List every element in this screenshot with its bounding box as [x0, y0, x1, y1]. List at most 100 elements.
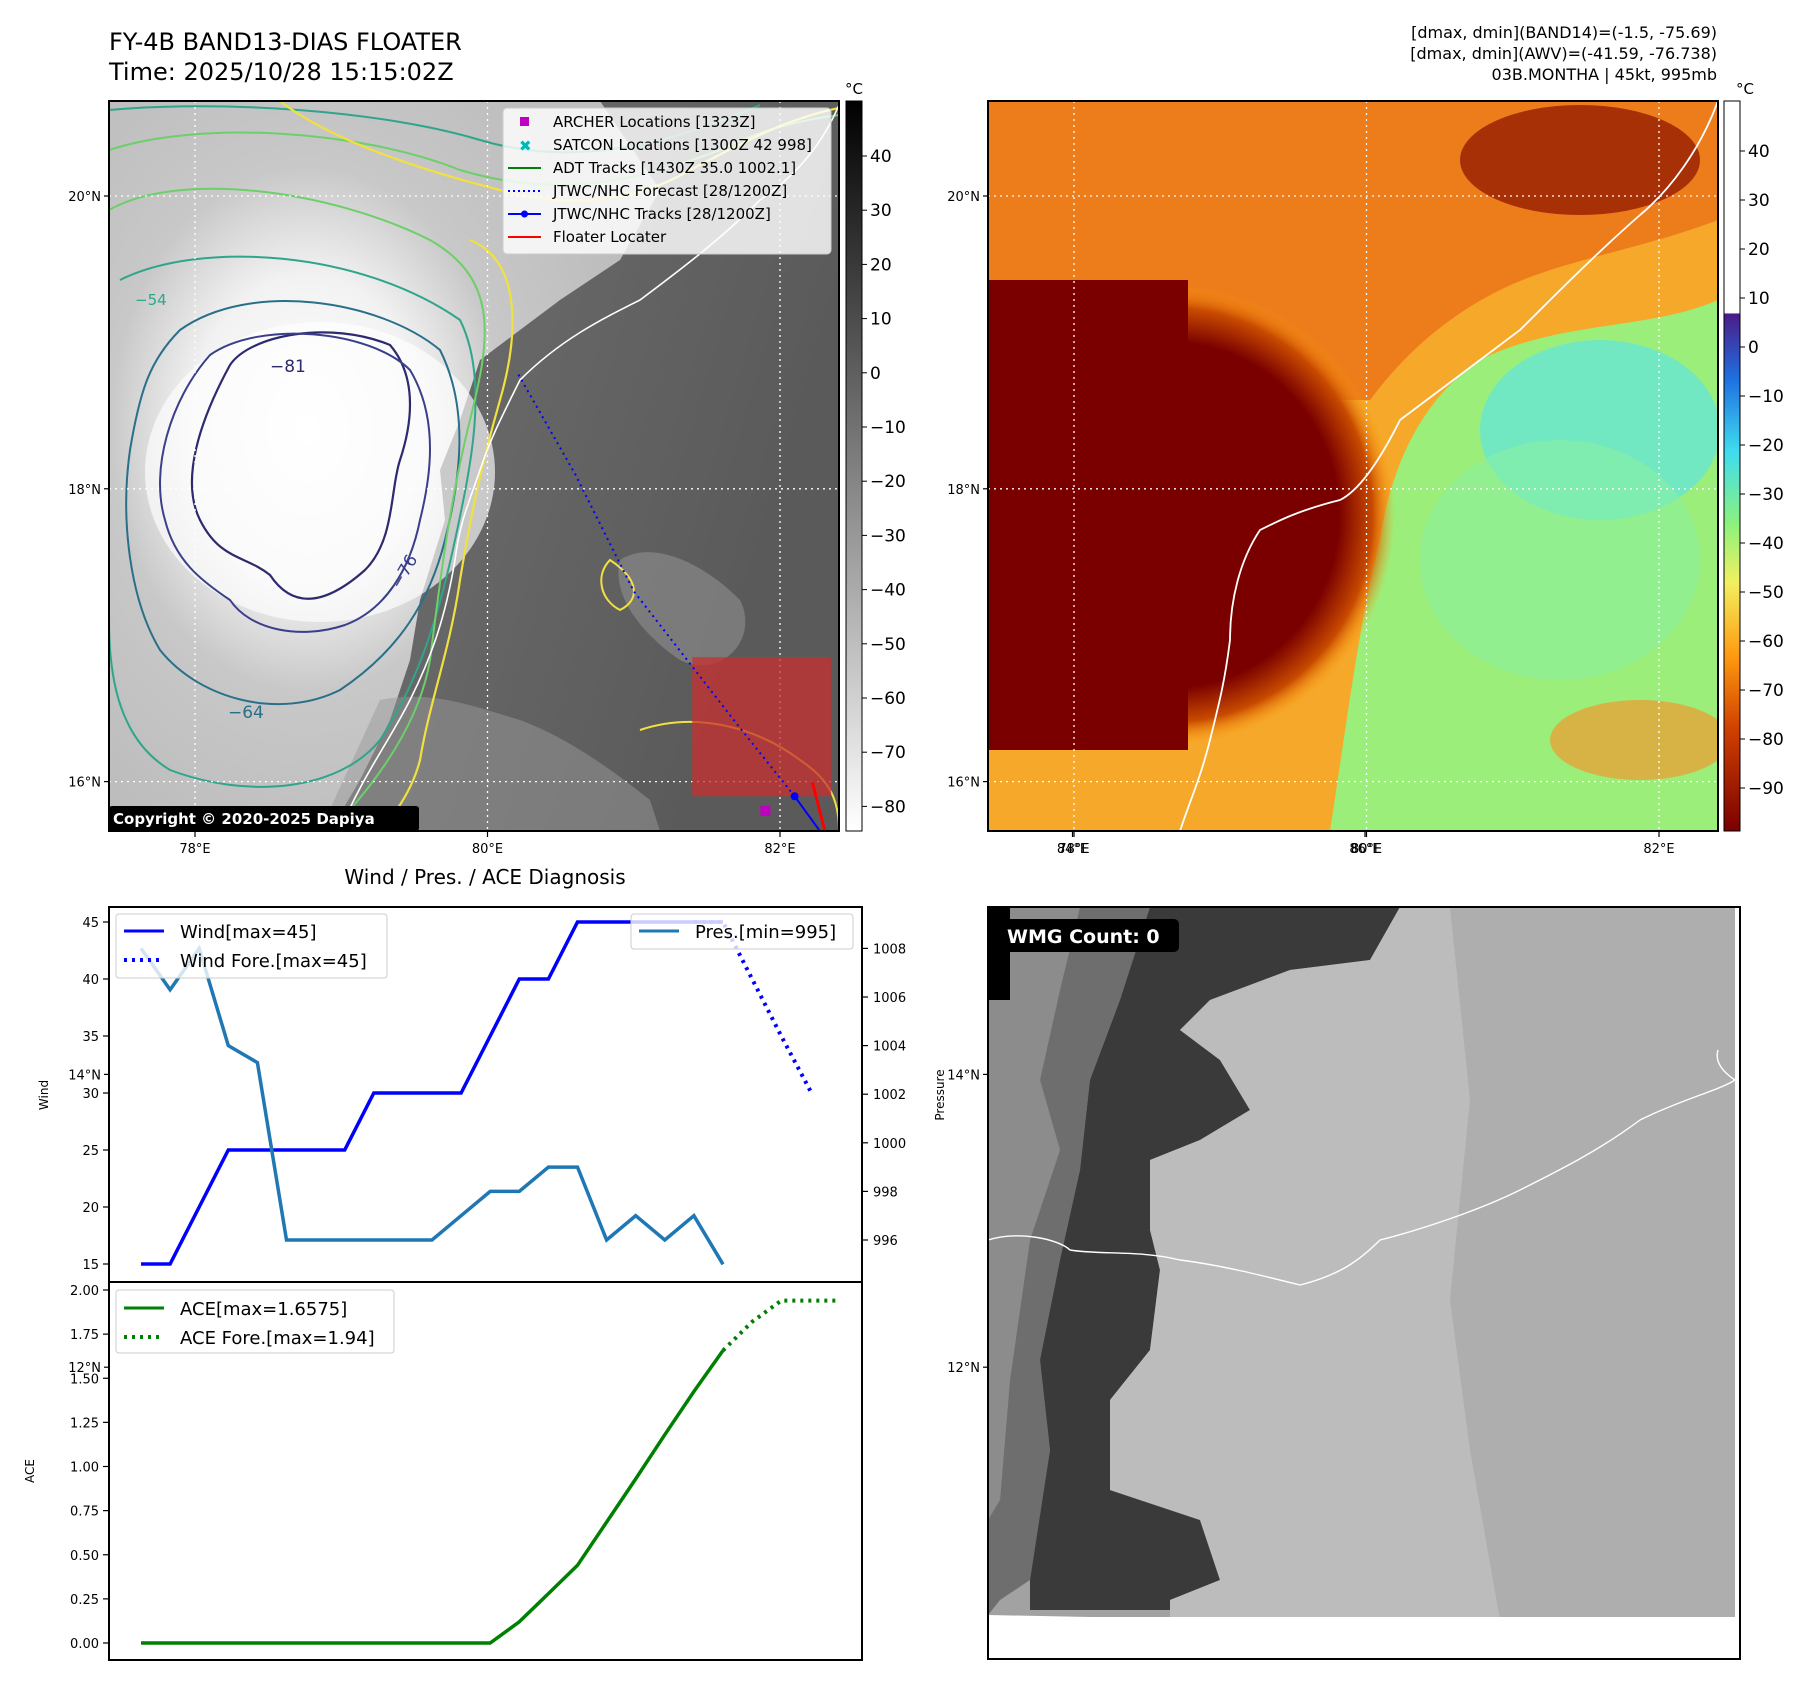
- ir-map-panel: ✖✖✖✖✖✖ −81 −76 −64 −54 Copyright © 2020-…: [68, 100, 1381, 1376]
- colorbar-tick-label: −80: [870, 797, 906, 817]
- lat-tick-label: 16°N: [68, 776, 101, 791]
- lat-tick-label: 20°N: [947, 190, 980, 205]
- lon-tick-label: 82°E: [764, 842, 795, 857]
- awv-north-moist: [1460, 105, 1700, 215]
- wind-y-tick-label: 15: [82, 1258, 99, 1273]
- colorbar-tick-label: 0: [870, 364, 881, 384]
- colorbar-tick-label: 30: [1748, 191, 1770, 211]
- ir-colorbar-bar: [845, 100, 863, 832]
- ace-y-tick-label: 1.00: [70, 1461, 99, 1476]
- wmg-band-mid: [988, 907, 1150, 1615]
- lon-tick-label: 84°E: [1057, 842, 1088, 857]
- colorbar-tick-label: −60: [870, 689, 906, 709]
- pressure-y-tick-label: 1002: [873, 1088, 906, 1103]
- awv-colorbar: °C 40 30 20 10 0 −10 −20 −30 −40 −50 −60 −70 −80 −90: [1723, 80, 1784, 832]
- contour-label-64: −64: [228, 703, 264, 723]
- copyright-box: [109, 806, 419, 831]
- pressure-legend-box: [630, 913, 854, 950]
- colorbar-tick-label: 40: [1748, 142, 1770, 162]
- ir-cold-core: [145, 322, 495, 622]
- map-legend: ARCHER Locations [1323Z] ✖ SATCON Locati…: [502, 107, 832, 255]
- wmg-band-east: [1450, 907, 1735, 1630]
- lat-tick-label: 14°N: [68, 1068, 101, 1083]
- wind-pressure-chart: 15 20 25 30 35 40 45 996 998 1000 1002 1004 1006 100…: [37, 906, 947, 1283]
- coastline-awv: [1179, 101, 1718, 831]
- wind-y-tick-label: 45: [82, 916, 99, 931]
- ir-map-ticks: 78°E 80°E 82°E 84°E 86°E 20°N 18°N 16°N 14°N 12°N: [68, 190, 1380, 1376]
- legend-box: [502, 107, 832, 255]
- contour-minus64: [125, 300, 461, 706]
- info-band14: [dmax, dmin](BAND14)=(-1.5, -75.69): [1411, 23, 1717, 42]
- legend-track-label: JTWC/NHC Tracks [28/1200Z]: [552, 205, 771, 223]
- lat-tick-label: 18°N: [947, 483, 980, 498]
- colorbar-tick-label: −80: [1748, 730, 1784, 750]
- jtwc-track-point: [908, 968, 916, 976]
- colorbar-tick-label: 10: [870, 310, 892, 330]
- ace-y-tick-label: 0.75: [70, 1505, 99, 1520]
- wmg-bottom-blank: [988, 1617, 1740, 1659]
- colorbar-tick-label: −40: [870, 581, 906, 601]
- contour-minus54: [109, 255, 477, 788]
- legend-forecast-label: JTWC/NHC Forecast [28/1200Z]: [552, 182, 787, 200]
- awv-dry-green: [1420, 440, 1700, 680]
- ace-legend-box: [115, 1289, 395, 1354]
- wind-forecast-series-line: [693, 920, 813, 1092]
- colorbar-tick-label: −70: [870, 743, 906, 763]
- pressure-y-tick-label: 998: [873, 1185, 898, 1200]
- wind-y-tick-label: 35: [82, 1030, 99, 1045]
- legend-floater-label: Floater Locater: [553, 228, 667, 246]
- lon-tick-label: 78°E: [1058, 842, 1089, 857]
- legend-track-dot: [521, 210, 528, 218]
- colorbar-tick-label: −70: [1748, 681, 1784, 701]
- colorbar-tick-label: −10: [870, 418, 906, 438]
- colorbar-tick-label: −10: [1748, 387, 1784, 407]
- ace-series-layer: [141, 1298, 840, 1645]
- wind-fore-legend-label: Wind Fore.[max=45]: [180, 951, 367, 972]
- colorbar-tick-label: 20: [1748, 240, 1770, 260]
- awv-colorbar-unit: °C: [1736, 80, 1754, 98]
- wmg-panel: WMG Count: 0: [987, 906, 1741, 1660]
- wmg-frame: [987, 906, 1741, 1660]
- colorbar-tick-label: 10: [1748, 289, 1770, 309]
- ace-plot-frame: [108, 1281, 863, 1661]
- colorbar-tick-label: 0: [1748, 338, 1759, 358]
- awv-map-frame: [987, 100, 1719, 832]
- lon-tick-label: 78°E: [179, 842, 210, 857]
- diagnosis-title: Wind / Pres. / ACE Diagnosis: [344, 865, 625, 889]
- coastline-wmg: [988, 1049, 1737, 1286]
- lat-tick-label: 16°N: [947, 776, 980, 791]
- ace-y-tick-label: 0.50: [70, 1549, 99, 1564]
- wind-axis-label: Wind: [37, 1080, 51, 1110]
- awv-map-panel: 78°E 80°E 82°E 84°E 86°E 20°N 18°N 16°N 14°N 12°N: [947, 100, 1719, 1376]
- floater-box: [692, 657, 832, 797]
- colorbar-tick-label: 20: [870, 255, 892, 275]
- archer-points: [760, 805, 917, 933]
- wind-y-tick-label: 30: [82, 1087, 99, 1102]
- legend-archer-label: ARCHER Locations [1323Z]: [553, 113, 756, 131]
- archer-point: [907, 923, 917, 933]
- pressure-legend-label: Pres.[min=995]: [695, 922, 836, 943]
- lat-tick-label: 20°N: [68, 190, 101, 205]
- colorbar-tick-label: −50: [870, 635, 906, 655]
- ace-fore-legend-label: ACE Fore.[max=1.94]: [180, 1328, 375, 1349]
- ace-chart: 0.00 0.25 0.50 0.75 1.00 1.25 1.50 1.75 2.00 ACE…: [23, 1281, 863, 1661]
- awv-colorbar-ticks: 40 30 20 10 0 −10 −20 −30 −40 −50 −60 −70 −80 −90: [1740, 142, 1784, 799]
- satcon-point: ✖: [847, 878, 859, 894]
- lat-tick-label: 12°N: [947, 1361, 980, 1376]
- lon-tick-label: 80°E: [1351, 842, 1382, 857]
- lat-tick-label: 14°N: [947, 1068, 980, 1083]
- archer-point: [760, 805, 771, 816]
- ace-y-tick-label: 0.25: [70, 1593, 99, 1608]
- pressure-y-tick-label: 996: [873, 1234, 898, 1249]
- copyright-text: Copyright © 2020-2025 Dapiya: [113, 810, 375, 828]
- contour-minus76: [159, 332, 431, 633]
- contour-minus45: [379, 238, 514, 831]
- contour-minus81: [190, 331, 412, 600]
- lat-tick-label: 12°N: [68, 1361, 101, 1376]
- wind-y-tick-label: 40: [82, 973, 99, 988]
- contour-yellow-patch: [600, 558, 635, 612]
- ir-map-frame: [108, 100, 840, 832]
- lon-tick-label: 82°E: [1643, 842, 1674, 857]
- colorbar-tick-label: −30: [1748, 485, 1784, 505]
- pressure-y-tick-label: 1000: [873, 1137, 906, 1152]
